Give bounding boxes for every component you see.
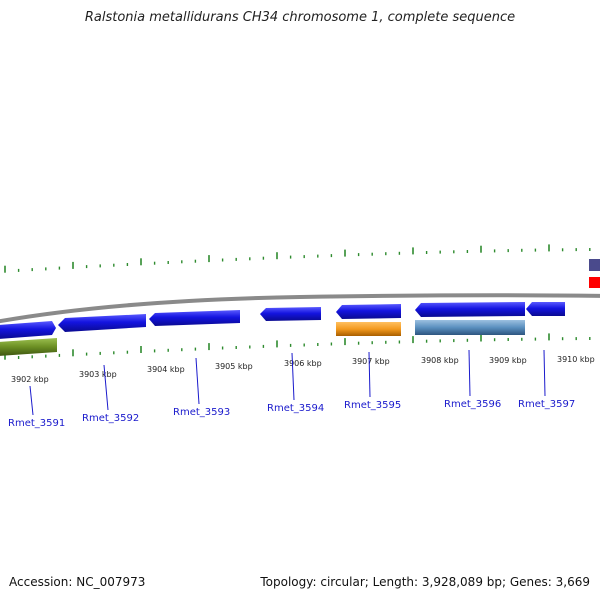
leader-line-rmet-3595 (368, 351, 371, 398)
leader-line-rmet-3592 (103, 364, 109, 411)
leader-line-rmet-3596 (468, 349, 471, 397)
ruler-label-3903: 3903 kbp (79, 370, 117, 379)
leader-line-rmet-3593 (195, 357, 200, 405)
gene-arrow-rmet-3592[interactable] (58, 314, 146, 332)
feature-bar-orange[interactable] (336, 322, 401, 336)
upper-tick-row (4, 244, 591, 273)
gene-label-rmet-3591[interactable]: Rmet_3591 (8, 418, 65, 429)
sequence-summary: Topology: circular; Length: 3,928,089 bp… (260, 575, 590, 589)
edge-feature-purple[interactable] (589, 259, 600, 271)
gene-arrow-rmet-3595[interactable] (336, 304, 401, 319)
leader-line-rmet-3594 (291, 352, 295, 401)
gene-label-rmet-3594[interactable]: Rmet_3594 (267, 403, 324, 414)
leader-line-rmet-3597 (543, 349, 546, 397)
ruler-label-3906: 3906 kbp (284, 359, 322, 368)
ruler-label-3905: 3905 kbp (215, 362, 253, 371)
gene-arrow-rmet-3591[interactable] (0, 321, 56, 339)
ruler-label-3908: 3908 kbp (421, 356, 459, 365)
gene-arrow-rmet-3594[interactable] (260, 307, 321, 321)
map-title: Ralstonia metallidurans CH34 chromosome … (84, 10, 516, 25)
ruler-labels: 3902 kbp 3903 kbp 3904 kbp 3905 kbp 3906… (11, 355, 595, 384)
ruler-label-3904: 3904 kbp (147, 365, 185, 374)
ruler-label-3902: 3902 kbp (11, 375, 49, 384)
gene-label-rmet-3596[interactable]: Rmet_3596 (444, 399, 501, 410)
leader-line-rmet-3591 (29, 385, 34, 416)
gene-labels: Rmet_3591 Rmet_3592 Rmet_3593 Rmet_3594 … (8, 399, 575, 429)
gene-label-rmet-3592[interactable]: Rmet_3592 (82, 413, 139, 424)
edge-feature-red[interactable] (589, 277, 600, 288)
gene-arrow-rmet-3597[interactable] (526, 302, 565, 316)
feature-bar-olive[interactable] (0, 338, 57, 356)
gene-label-rmet-3593[interactable]: Rmet_3593 (173, 407, 230, 418)
gene-label-rmet-3595[interactable]: Rmet_3595 (344, 400, 401, 411)
chromosome-backbone (0, 293, 600, 324)
gene-arrow-rmet-3596[interactable] (415, 302, 525, 317)
gene-arrow-rmet-3593[interactable] (149, 310, 240, 326)
gene-leader-lines (29, 349, 546, 416)
gene-label-rmet-3597[interactable]: Rmet_3597 (518, 399, 575, 410)
ruler-label-3910: 3910 kbp (557, 355, 595, 364)
ruler-label-3907: 3907 kbp (352, 357, 390, 366)
accession-text: Accession: NC_007973 (9, 575, 146, 589)
feature-bar-steelblue[interactable] (415, 320, 525, 335)
ruler-label-3909: 3909 kbp (489, 356, 527, 365)
